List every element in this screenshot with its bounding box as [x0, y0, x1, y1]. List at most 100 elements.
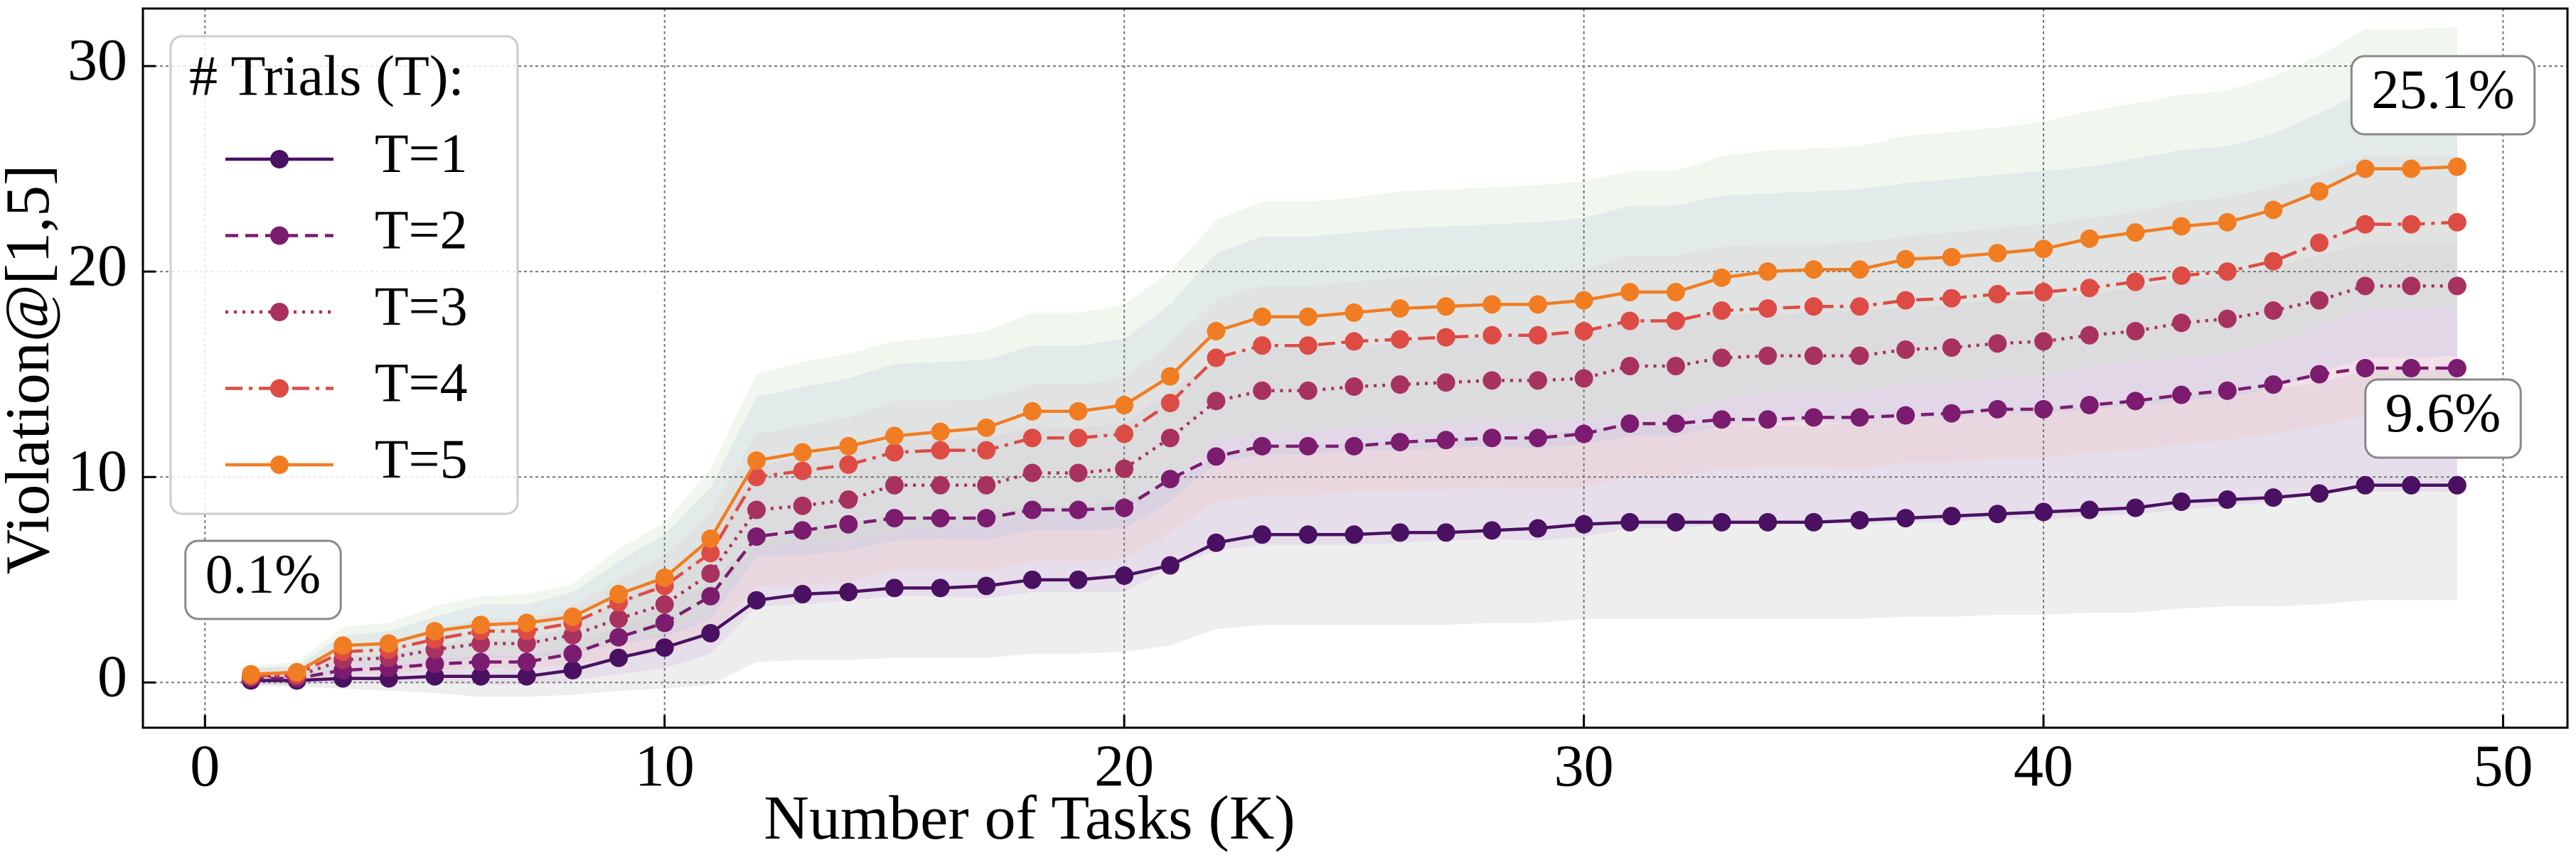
point — [1574, 369, 1593, 388]
annotation: 0.1% — [205, 543, 321, 605]
point — [1115, 424, 1134, 443]
legend-marker — [270, 379, 289, 398]
point — [2309, 291, 2329, 310]
point — [1712, 348, 1731, 367]
point — [1758, 410, 1778, 429]
point — [1666, 414, 1685, 434]
point — [2126, 392, 2145, 411]
point — [2402, 215, 2421, 234]
point — [839, 455, 858, 474]
point — [1896, 509, 1915, 528]
point — [2171, 266, 2191, 285]
point — [2080, 229, 2099, 248]
point — [1115, 566, 1134, 586]
point — [2171, 492, 2191, 511]
point — [1712, 268, 1731, 287]
point — [1207, 321, 1226, 340]
point — [1298, 336, 1318, 355]
point — [2034, 332, 2053, 351]
point — [1436, 431, 1455, 450]
point — [609, 648, 629, 667]
point — [1022, 463, 1042, 483]
point — [701, 623, 720, 642]
point — [1253, 525, 1272, 544]
point — [2080, 396, 2099, 415]
point — [1988, 399, 2007, 419]
legend-title: # Trials (T): — [189, 45, 464, 107]
point — [2218, 309, 2237, 328]
y-axis-label: Violation@[1,5] — [0, 165, 63, 575]
point — [885, 426, 904, 446]
point — [1069, 463, 1088, 483]
point — [931, 422, 950, 441]
point — [1758, 299, 1778, 318]
point — [2356, 359, 2375, 377]
point — [1436, 523, 1455, 542]
point — [1850, 260, 1869, 279]
point — [1528, 371, 1547, 390]
point — [2447, 157, 2467, 176]
point — [1942, 247, 1961, 266]
point — [2126, 321, 2145, 340]
point — [563, 661, 582, 680]
point — [1942, 289, 1961, 308]
point — [839, 515, 858, 534]
point — [839, 436, 858, 456]
point — [1298, 381, 1318, 400]
point — [1391, 375, 1410, 394]
point — [2309, 484, 2329, 503]
point — [1115, 396, 1134, 415]
annotations: 0.1% 25.1% 9.6% — [184, 55, 2536, 620]
point — [885, 443, 904, 462]
point — [1069, 570, 1088, 589]
point — [977, 441, 996, 460]
point — [885, 475, 904, 495]
point — [977, 418, 996, 437]
point — [1620, 283, 1640, 302]
point — [2218, 381, 2237, 400]
x-tick-label: 20 — [1094, 733, 1154, 799]
point — [379, 634, 398, 653]
point — [2309, 182, 2329, 201]
point — [747, 468, 766, 487]
point — [2171, 385, 2191, 404]
point — [1666, 357, 1685, 376]
point — [2218, 212, 2237, 232]
point — [747, 527, 766, 546]
legend-label: T=4 — [375, 351, 468, 413]
point — [1391, 299, 1410, 318]
point — [1160, 556, 1180, 575]
point — [1804, 297, 1823, 316]
point — [2080, 325, 2099, 345]
point — [839, 490, 858, 510]
legend: # Trials (T): T=1 T=2 T=3 T=4 T=5 — [169, 35, 519, 515]
point — [1988, 505, 2007, 524]
x-tick-label: 40 — [2014, 733, 2073, 799]
point — [701, 586, 720, 605]
point — [977, 475, 996, 495]
point — [1436, 297, 1455, 316]
point — [1298, 436, 1318, 456]
point — [1253, 436, 1272, 456]
point — [1345, 303, 1364, 322]
point — [1069, 500, 1088, 519]
point — [1528, 429, 1547, 448]
point — [793, 521, 812, 540]
legend-marker — [270, 150, 289, 168]
point — [839, 583, 858, 602]
point — [1666, 311, 1685, 330]
point — [609, 609, 629, 628]
point — [333, 636, 353, 655]
point — [1022, 500, 1042, 519]
point — [1758, 346, 1778, 365]
point — [1804, 408, 1823, 427]
point — [2356, 215, 2375, 234]
point — [1345, 377, 1364, 397]
lines — [241, 157, 2467, 690]
point — [747, 500, 766, 519]
point — [1620, 512, 1640, 532]
point — [471, 667, 491, 686]
point — [1482, 429, 1502, 448]
point — [1207, 348, 1226, 367]
